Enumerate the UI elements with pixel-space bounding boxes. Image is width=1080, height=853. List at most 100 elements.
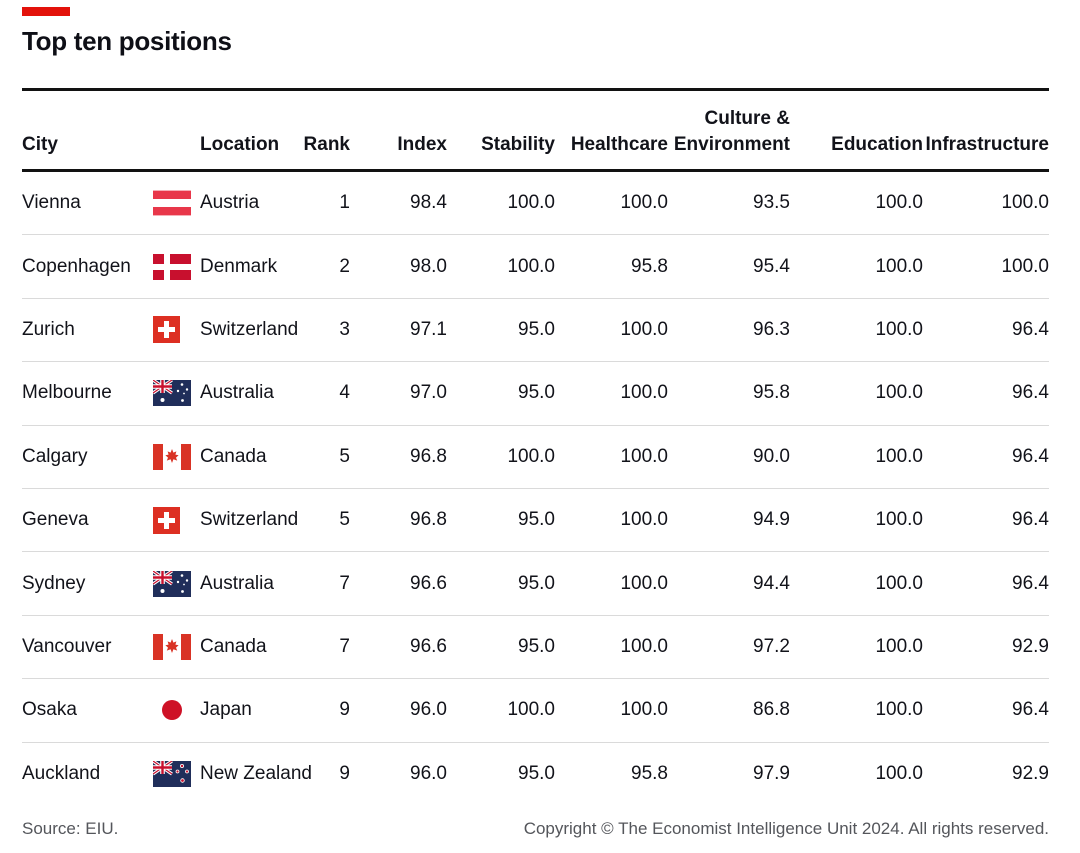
index-cell: 96.6 [410, 635, 447, 657]
infrastructure-cell: 92.9 [1012, 635, 1049, 657]
header-rank: Rank [303, 133, 350, 155]
denmark-flag-icon [153, 253, 200, 280]
infrastructure-cell: 96.4 [1012, 445, 1049, 467]
table-body: Vienna Austria 1 98.4 100.0 100.0 93.5 1… [22, 172, 1049, 806]
rank-cell: 9 [339, 699, 350, 721]
healthcare-cell: 100.0 [620, 509, 668, 531]
rank-cell: 7 [339, 572, 350, 594]
education-cell: 100.0 [875, 635, 923, 657]
education-cell: 100.0 [875, 445, 923, 467]
rank-cell: 3 [339, 318, 350, 340]
city-cell: Calgary [22, 445, 88, 467]
healthcare-cell: 100.0 [620, 445, 668, 467]
location-cell: Australia [200, 572, 274, 594]
infrastructure-cell: 100.0 [1001, 255, 1049, 277]
index-cell: 96.0 [410, 699, 447, 721]
stability-cell: 95.0 [518, 318, 555, 340]
page-title: Top ten positions [22, 26, 232, 56]
stability-cell: 100.0 [507, 699, 555, 721]
rank-cell: 4 [339, 382, 350, 404]
healthcare-cell: 100.0 [620, 318, 668, 340]
header-infrastructure: Infrastructure [925, 133, 1049, 155]
education-cell: 100.0 [875, 699, 923, 721]
switzerland-flag-icon [153, 506, 200, 534]
australia-flag-icon [153, 570, 200, 597]
healthcare-cell: 100.0 [620, 572, 668, 594]
healthcare-cell: 100.0 [620, 635, 668, 657]
location-cell: Canada [200, 635, 267, 657]
location-cell: Austria [200, 192, 260, 214]
culture-environment-cell: 86.8 [753, 699, 790, 721]
location-cell: Canada [200, 445, 267, 467]
city-cell: Sydney [22, 572, 86, 594]
table-row: Auckland New Zealand 9 96.0 95.0 95.8 97… [22, 743, 1049, 806]
austria-flag-icon [153, 190, 200, 217]
education-cell: 100.0 [875, 192, 923, 214]
education-cell: 100.0 [875, 255, 923, 277]
index-cell: 96.0 [410, 763, 447, 785]
header-stability: Stability [481, 133, 555, 155]
location-cell: New Zealand [200, 763, 312, 785]
stability-cell: 95.0 [518, 763, 555, 785]
index-cell: 96.8 [410, 509, 447, 531]
city-cell: Vancouver [22, 635, 112, 657]
culture-environment-cell: 94.9 [753, 509, 790, 531]
stability-cell: 100.0 [507, 445, 555, 467]
location-cell: Australia [200, 382, 274, 404]
canada-flag-icon [153, 443, 200, 470]
infrastructure-cell: 100.0 [1001, 192, 1049, 214]
city-cell: Vienna [22, 192, 81, 214]
stability-cell: 95.0 [518, 509, 555, 531]
header-index: Index [397, 133, 447, 155]
stability-cell: 100.0 [507, 192, 555, 214]
header-flag-spacer [153, 158, 200, 169]
stability-cell: 95.0 [518, 382, 555, 404]
table-row: Geneva Switzerland 5 96.8 95.0 100.0 94.… [22, 489, 1049, 553]
location-cell: Denmark [200, 255, 278, 277]
location-cell: Switzerland [200, 509, 299, 531]
culture-environment-cell: 96.3 [753, 318, 790, 340]
table-header-row: City Location Rank Index Stability Healt… [22, 88, 1049, 172]
index-cell: 96.8 [410, 445, 447, 467]
healthcare-cell: 100.0 [620, 699, 668, 721]
culture-environment-cell: 97.9 [753, 763, 790, 785]
culture-environment-cell: 95.4 [753, 255, 790, 277]
stability-cell: 95.0 [518, 572, 555, 594]
copyright-note: Copyright © The Economist Intelligence U… [523, 818, 1049, 838]
healthcare-cell: 95.8 [631, 255, 668, 277]
table-row: Zurich Switzerland 3 97.1 95.0 100.0 96.… [22, 299, 1049, 363]
rank-cell: 9 [339, 763, 350, 785]
table-row: Melbourne Australia 4 97.0 95.0 100.0 95… [22, 362, 1049, 426]
new-zealand-flag-icon [153, 761, 200, 788]
rank-cell: 1 [339, 192, 350, 214]
location-cell: Switzerland [200, 318, 299, 340]
rank-cell: 7 [339, 635, 350, 657]
index-cell: 97.1 [410, 318, 447, 340]
culture-environment-cell: 90.0 [753, 445, 790, 467]
economist-red-kicker-bar [22, 7, 70, 16]
index-cell: 98.0 [410, 255, 447, 277]
culture-environment-cell: 97.2 [753, 635, 790, 657]
stability-cell: 100.0 [507, 255, 555, 277]
culture-environment-cell: 94.4 [753, 572, 790, 594]
table-row: Vancouver Canada 7 96.6 95.0 100.0 97.2 … [22, 616, 1049, 680]
city-cell: Melbourne [22, 382, 112, 404]
table-row: Calgary Canada 5 96.8 100.0 100.0 90.0 1… [22, 426, 1049, 489]
index-cell: 98.4 [410, 192, 447, 214]
rank-cell: 5 [339, 445, 350, 467]
table-row: Vienna Austria 1 98.4 100.0 100.0 93.5 1… [22, 172, 1049, 236]
education-cell: 100.0 [875, 382, 923, 404]
city-cell: Auckland [22, 763, 101, 785]
liveability-table: City Location Rank Index Stability Healt… [22, 88, 1049, 806]
infrastructure-cell: 96.4 [1012, 318, 1049, 340]
footer: Source: EIU. Copyright © The Economist I… [22, 819, 1049, 839]
header-city: City [22, 133, 58, 155]
culture-environment-cell: 93.5 [753, 192, 790, 214]
healthcare-cell: 95.8 [631, 763, 668, 785]
culture-environment-cell: 95.8 [753, 382, 790, 404]
city-cell: Zurich [22, 318, 75, 340]
rank-cell: 5 [339, 509, 350, 531]
stability-cell: 95.0 [518, 635, 555, 657]
table-row: Copenhagen Denmark 2 98.0 100.0 95.8 95.… [22, 235, 1049, 299]
